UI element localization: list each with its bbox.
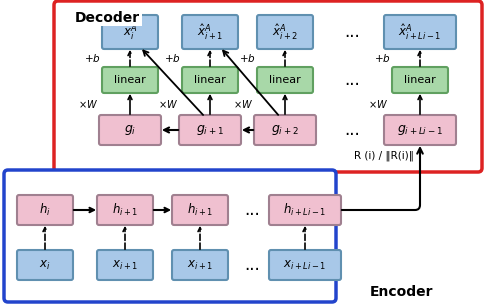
FancyBboxPatch shape (179, 115, 241, 145)
FancyBboxPatch shape (384, 15, 456, 49)
FancyBboxPatch shape (172, 195, 228, 225)
Text: linear: linear (269, 75, 301, 85)
FancyBboxPatch shape (97, 250, 153, 280)
Text: $x_i$: $x_i$ (39, 258, 51, 271)
Text: linear: linear (404, 75, 436, 85)
Text: $x_{i+1}$: $x_{i+1}$ (112, 258, 138, 271)
Text: $g_{i+Li-1}$: $g_{i+Li-1}$ (397, 123, 443, 137)
Text: linear: linear (194, 75, 226, 85)
FancyBboxPatch shape (182, 67, 238, 93)
Text: $+b$: $+b$ (164, 52, 181, 64)
Text: $g_{i+1}$: $g_{i+1}$ (196, 123, 224, 137)
Text: Encoder: Encoder (370, 285, 434, 299)
Text: $h_{i+1}$: $h_{i+1}$ (187, 202, 213, 218)
FancyBboxPatch shape (257, 15, 313, 49)
FancyBboxPatch shape (102, 67, 158, 93)
FancyBboxPatch shape (17, 195, 73, 225)
Text: R (i) / ‖R(i)‖: R (i) / ‖R(i)‖ (354, 151, 414, 161)
Text: $\times W$: $\times W$ (78, 98, 98, 110)
Text: $+b$: $+b$ (239, 52, 256, 64)
Text: $x_{i+1}$: $x_{i+1}$ (187, 258, 213, 271)
FancyBboxPatch shape (392, 67, 448, 93)
FancyBboxPatch shape (99, 115, 161, 145)
FancyBboxPatch shape (269, 250, 341, 280)
Text: ...: ... (244, 256, 260, 274)
Text: $+b$: $+b$ (374, 52, 391, 64)
Text: $\hat{x}^A_{i+Li-1}$: $\hat{x}^A_{i+Li-1}$ (398, 22, 441, 42)
FancyBboxPatch shape (54, 1, 482, 172)
Text: ...: ... (244, 201, 260, 219)
Text: $\times W$: $\times W$ (158, 98, 178, 110)
Text: $+b$: $+b$ (84, 52, 101, 64)
Text: $h_i$: $h_i$ (39, 202, 51, 218)
Text: ...: ... (345, 71, 361, 89)
Text: ...: ... (345, 23, 361, 41)
FancyBboxPatch shape (97, 195, 153, 225)
FancyBboxPatch shape (182, 15, 238, 49)
FancyBboxPatch shape (384, 115, 456, 145)
Text: $g_{i+2}$: $g_{i+2}$ (271, 123, 299, 137)
FancyBboxPatch shape (17, 250, 73, 280)
Text: Decoder: Decoder (75, 11, 140, 25)
FancyBboxPatch shape (172, 250, 228, 280)
Text: linear: linear (114, 75, 146, 85)
Text: $\times W$: $\times W$ (368, 98, 388, 110)
Text: $\hat{x}^A_i$: $\hat{x}^A_i$ (123, 22, 137, 42)
Text: $x_{i+Li-1}$: $x_{i+Li-1}$ (284, 258, 327, 271)
FancyBboxPatch shape (254, 115, 316, 145)
Text: $h_{i+1}$: $h_{i+1}$ (112, 202, 138, 218)
FancyBboxPatch shape (102, 15, 158, 49)
FancyBboxPatch shape (4, 170, 336, 302)
FancyBboxPatch shape (257, 67, 313, 93)
Text: $\times W$: $\times W$ (233, 98, 253, 110)
Text: $\hat{x}^A_{i+2}$: $\hat{x}^A_{i+2}$ (272, 22, 298, 42)
Text: $g_i$: $g_i$ (124, 123, 136, 137)
Text: ...: ... (345, 121, 361, 139)
Text: $\hat{x}^A_{i+1}$: $\hat{x}^A_{i+1}$ (197, 22, 223, 42)
FancyBboxPatch shape (269, 195, 341, 225)
Text: $h_{i+Li-1}$: $h_{i+Li-1}$ (283, 202, 327, 218)
